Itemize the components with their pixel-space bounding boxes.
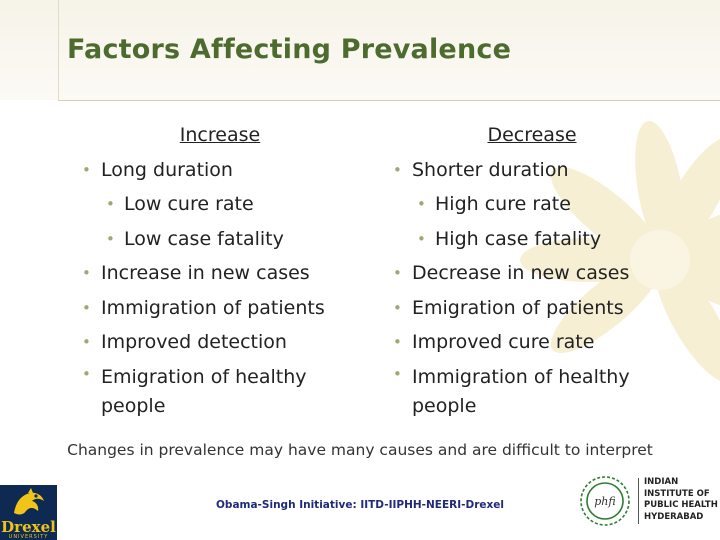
drexel-logo: Drexel UNIVERSITY [0, 485, 57, 540]
item-text: Long duration [101, 158, 233, 181]
bullet-icon: • [82, 160, 91, 179]
bullet-icon: • [82, 298, 91, 317]
bullet-icon: • [82, 264, 91, 282]
item-text: High case fatality [435, 227, 602, 250]
title-band [0, 0, 720, 100]
iiph-name-line: INSTITUTE OF [644, 488, 710, 499]
iiph-name: INDIAN INSTITUTE OF PUBLIC HEALTH HYDERA… [644, 477, 718, 523]
bullet-icon: • [82, 364, 91, 383]
iiph-emblem-icon: phfi [580, 476, 630, 526]
bullet-icon: • [393, 298, 402, 317]
increase-heading: Increase [179, 124, 261, 146]
increase-item: • Immigration of patients [82, 291, 382, 326]
decrease-item: • Shorter duration [393, 153, 693, 188]
bullet-icon: • [106, 195, 115, 213]
item-text: Immigration of healthy people [412, 365, 630, 417]
decrease-item: • Improved cure rate [393, 325, 693, 360]
iiph-emblem-text: phfi [594, 495, 615, 508]
bullet-icon: • [393, 333, 402, 351]
decrease-column: Decrease • Shorter duration • High cure … [393, 118, 693, 421]
iiph-name-line: INDIAN [644, 477, 679, 487]
iiph-divider [638, 478, 639, 524]
item-text: Decrease in new cases [412, 262, 630, 284]
item-text: Increase in new cases [101, 262, 310, 284]
item-text: Improved detection [101, 331, 287, 353]
drexel-subtitle: UNIVERSITY [8, 534, 49, 540]
item-text: Emigration of patients [412, 296, 624, 319]
increase-subitem: • Low case fatality [82, 222, 382, 257]
title-divider-horizontal [58, 100, 720, 101]
bullet-icon: • [393, 364, 402, 383]
increase-item: • Improved detection [82, 325, 382, 360]
decrease-heading: Decrease [487, 124, 577, 146]
decrease-subitem: • High cure rate [393, 187, 693, 222]
iiph-logo: phfi INDIAN INSTITUTE OF PUBLIC HEALTH H… [576, 472, 720, 538]
item-text: Immigration of patients [101, 296, 325, 319]
item-text: Shorter duration [412, 158, 569, 181]
increase-item: • Emigration of healthy people [82, 360, 321, 421]
drexel-dragon-icon [14, 488, 44, 515]
increase-column: Increase • Long duration • Low cure rate… [82, 118, 382, 421]
drexel-name: Drexel [1, 518, 56, 536]
bullet-icon: • [417, 229, 426, 248]
item-text: Low cure rate [124, 193, 254, 215]
iiph-name-line: HYDERABAD [644, 511, 704, 522]
footer-text: Obama-Singh Initiative: IITD-IIPHH-NEERI… [216, 499, 504, 511]
item-text: Improved cure rate [412, 331, 595, 353]
decrease-subitem: • High case fatality [393, 222, 693, 257]
bullet-icon: • [106, 229, 115, 248]
decrease-item: • Decrease in new cases [393, 256, 693, 291]
item-text: High cure rate [435, 193, 571, 215]
flower-decoration-icon [520, 120, 720, 383]
item-text: Emigration of healthy people [101, 365, 307, 417]
title-divider-vertical [58, 0, 59, 100]
bullet-icon: • [417, 195, 426, 213]
increase-item: • Long duration [82, 153, 382, 188]
bullet-icon: • [393, 160, 402, 179]
decrease-item: • Immigration of healthy people [393, 360, 652, 421]
increase-subitem: • Low cure rate [82, 187, 382, 222]
increase-item: • Increase in new cases [82, 256, 382, 291]
bullet-icon: • [393, 264, 402, 282]
iiph-name-line: PUBLIC HEALTH [644, 500, 718, 510]
bullet-icon: • [82, 333, 91, 351]
decrease-item: • Emigration of patients [393, 291, 693, 326]
slide-title: Factors Affecting Prevalence [67, 34, 512, 65]
item-text: Low case fatality [124, 227, 284, 250]
summary-text: Changes in prevalence may have many caus… [67, 441, 653, 459]
